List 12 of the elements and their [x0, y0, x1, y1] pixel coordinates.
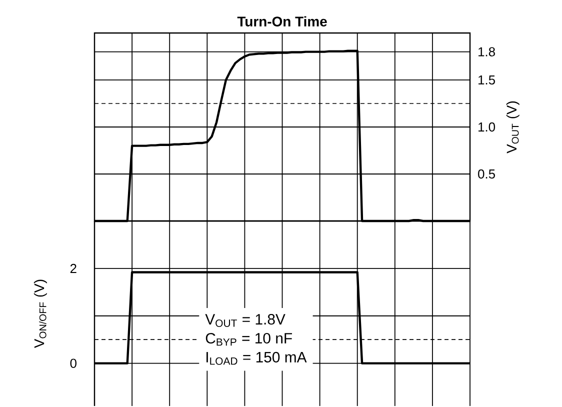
- annotation: C$_{BYP}$ = 10 nF: [206, 333, 292, 346]
- y-axis-title: V$_{OUT}$ (V): [506, 102, 520, 154]
- y-tick-label: 2: [70, 264, 76, 274]
- y-axis-title: V$_{ON/OFF}$ (V): [34, 280, 47, 348]
- chart-title: Turn-On Time: [237, 16, 327, 27]
- y-tick-label: 1.5: [478, 76, 495, 85]
- annotation: V$_{OUT}$ = 1.8V: [205, 314, 286, 328]
- y-tick-label: 1.8: [478, 47, 495, 57]
- y-tick-label: 0: [70, 358, 76, 368]
- y-tick-label: 0.5: [478, 170, 495, 179]
- annotation: I$_{LOAD}$ = 150 mA: [206, 352, 307, 365]
- y-tick-label: 1.0: [478, 122, 496, 132]
